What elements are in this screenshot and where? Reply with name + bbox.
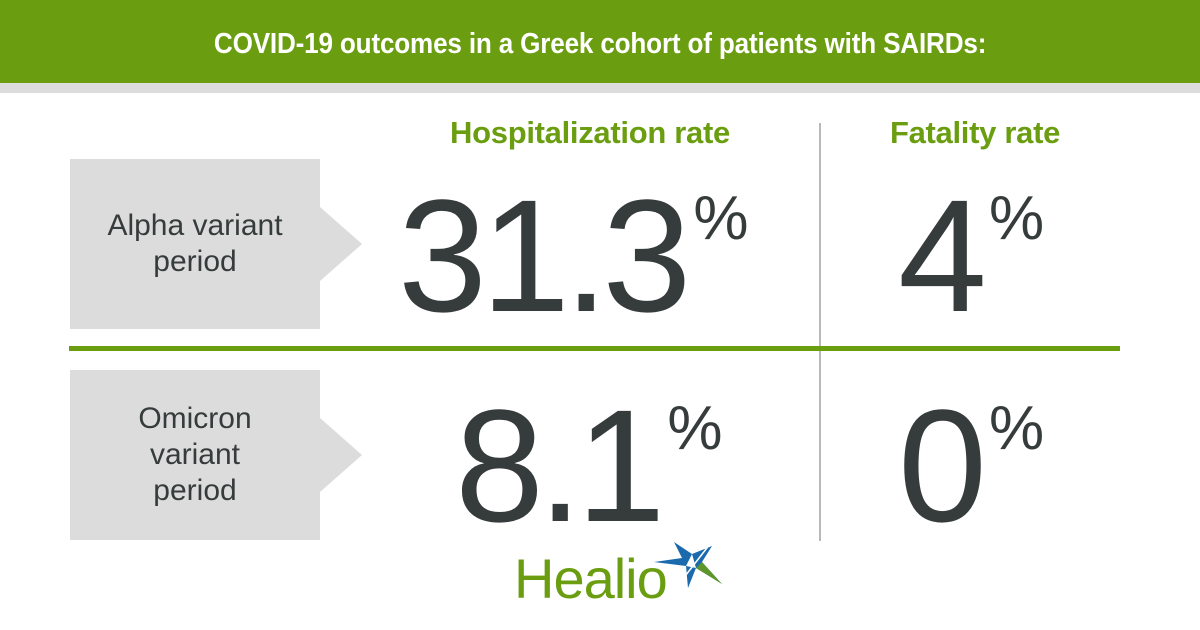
column-header-fatality: Fatality rate: [889, 115, 1061, 150]
logo-wordmark: Healio: [514, 547, 668, 610]
percent-sign: %: [693, 184, 749, 253]
stat-alpha-hospitalization: 31.3 %: [398, 176, 749, 336]
row-label-omicron: Omicron variant period: [70, 370, 362, 540]
row-label-text: Omicron variant period: [138, 402, 252, 507]
percent-sign: %: [667, 394, 723, 463]
stat-value: 4: [898, 166, 987, 345]
horizontal-divider: [69, 346, 1120, 351]
percent-sign: %: [988, 394, 1045, 463]
healio-logo: Healio: [514, 540, 724, 610]
header-underline: [0, 83, 1200, 93]
stat-value: 31.3: [398, 166, 691, 345]
header-banner: COVID-19 outcomes in a Greek cohort of p…: [0, 0, 1200, 83]
star-icon: [654, 542, 722, 588]
row-label-alpha: Alpha variant period: [70, 159, 362, 329]
stat-value: 0: [898, 376, 987, 555]
percent-sign: %: [988, 184, 1045, 253]
column-header-hospitalization: Hospitalization rate: [450, 115, 730, 150]
page-title: COVID-19 outcomes in a Greek cohort of p…: [213, 28, 987, 60]
stat-omicron-hospitalization: 8.1 %: [455, 386, 723, 546]
stat-alpha-fatality: 4 %: [898, 176, 1044, 336]
stat-omicron-fatality: 0 %: [898, 386, 1044, 546]
vertical-divider: [819, 123, 821, 541]
row-label-text: Alpha variant period: [107, 209, 283, 278]
stat-value: 8.1: [455, 376, 665, 555]
